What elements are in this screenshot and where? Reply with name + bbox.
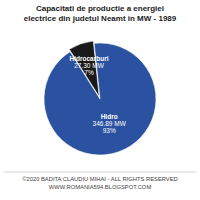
value-label: 346.89 MW bbox=[93, 120, 127, 127]
value-label: 27.30 MW bbox=[74, 62, 104, 69]
category-label: Hidrocarburi bbox=[69, 55, 108, 62]
percentage-label: 7% bbox=[84, 69, 94, 76]
slice-labels: Hidrocarburi27.30 MW7% Hidro346.89 MW93% bbox=[69, 55, 126, 134]
title: Capacitati de productie a energieielectr… bbox=[24, 4, 177, 23]
footer-line: WWW.ROMANIA594.BLOGSPOT.COM bbox=[49, 184, 152, 190]
chart: Capacitati de productie a energieielectr… bbox=[0, 0, 200, 200]
footer-line: ©2020 BADITA CLAUDIU MIHAI - ALL RIGHTS … bbox=[22, 176, 178, 182]
pie-slice bbox=[44, 43, 156, 155]
slice-label: Hidro346.89 MW93% bbox=[93, 113, 127, 134]
slice-label: Hidrocarburi27.30 MW7% bbox=[69, 55, 108, 76]
title-line: Capacitati de productie a energiei bbox=[36, 4, 164, 13]
percentage-label: 93% bbox=[103, 127, 116, 134]
category-label: Hidro bbox=[101, 113, 118, 120]
pie bbox=[44, 41, 156, 155]
footer: ©2020 BADITA CLAUDIU MIHAI - ALL RIGHTS … bbox=[22, 176, 178, 190]
title-line: electrice din judetul Neamt in MW - 1989 bbox=[24, 14, 177, 23]
divider bbox=[4, 172, 196, 173]
